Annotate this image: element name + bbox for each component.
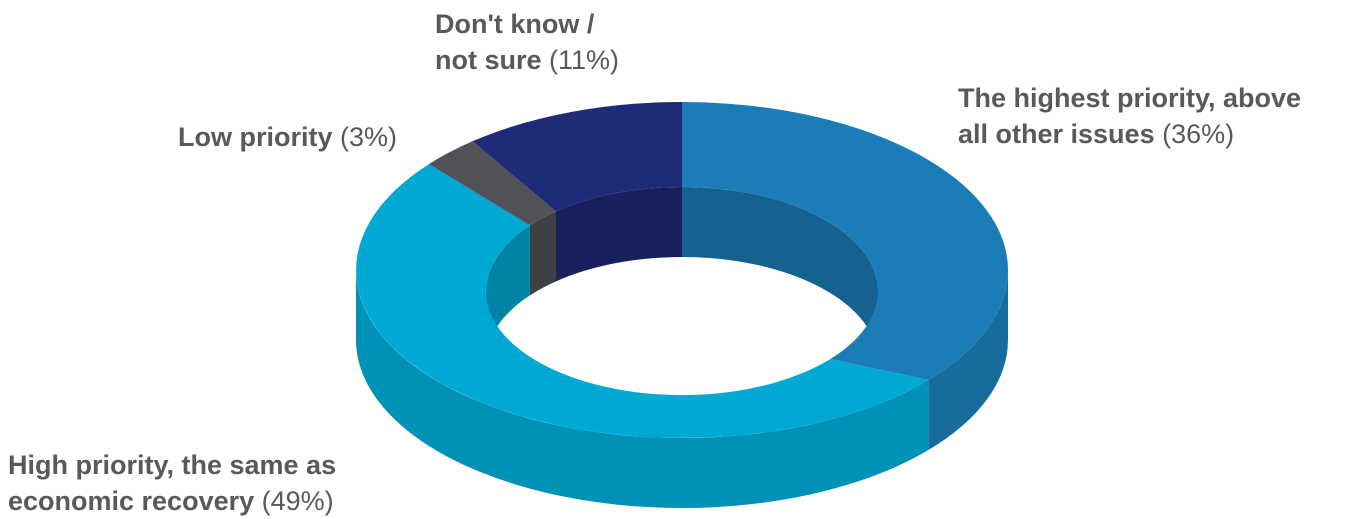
slice-label-line: all other issues (958, 119, 1155, 149)
slice-percent: (49%) (261, 486, 334, 516)
donut-outer-wall (356, 270, 1009, 509)
donut-slice (472, 102, 682, 212)
donut-slice (682, 102, 1009, 381)
inner-wall-segment (529, 211, 557, 296)
slice-label-line: not sure (435, 45, 542, 75)
inner-wall-segment (682, 187, 878, 361)
inner-wall-segment (556, 187, 682, 282)
slice-label-low-priority: Low priority (3%) (178, 119, 397, 155)
slice-label-dont-know: Don't know / not sure (11%) (435, 6, 619, 78)
slice-label-line: Don't know / (435, 9, 595, 39)
donut-slice (428, 141, 557, 226)
inner-wall-segment (486, 225, 530, 361)
donut-slice (356, 164, 929, 438)
slice-label-high-priority: High priority, the same as economic reco… (8, 447, 336, 519)
donut-top-faces (356, 102, 1009, 438)
slice-label-line: economic recovery (8, 486, 255, 516)
slice-percent: (36%) (1162, 119, 1235, 149)
slice-percent: (11%) (549, 45, 620, 75)
donut-inner-wall (486, 187, 878, 361)
slice-label-highest-priority: The highest priority, above all other is… (958, 80, 1301, 152)
slice-label-line: The highest priority, above (958, 83, 1302, 113)
outer-wall-segment (356, 270, 929, 509)
outer-wall-segment (928, 270, 1009, 451)
slice-percent: (3%) (340, 122, 398, 152)
slice-label-line: High priority, the same as (8, 450, 337, 480)
slice-label-line: Low priority (178, 122, 333, 152)
